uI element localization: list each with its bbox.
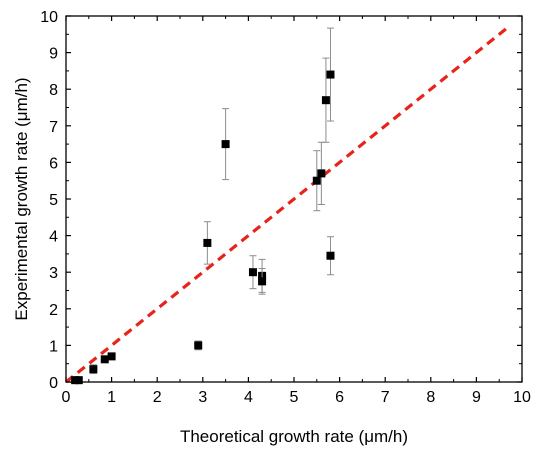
data-point — [326, 27, 335, 122]
reference-line — [64, 27, 508, 384]
y-tick-label: 2 — [49, 302, 58, 319]
y-tick-label: 6 — [49, 155, 58, 172]
data-point — [317, 141, 326, 205]
data-point — [203, 221, 212, 265]
y-tick-label: 9 — [49, 46, 58, 63]
x-tick-label: 1 — [107, 389, 116, 406]
y-axis-title: Experimental growth rate (μm/h) — [12, 77, 31, 320]
y-tick-label: 4 — [49, 229, 58, 246]
square-marker — [100, 355, 109, 364]
y-tick-label: 10 — [40, 9, 58, 26]
square-marker — [221, 140, 230, 149]
square-marker — [321, 96, 330, 105]
y-tick-label: 0 — [49, 375, 58, 392]
y-tick-label: 7 — [49, 119, 58, 136]
data-point — [258, 268, 267, 295]
square-marker — [312, 176, 321, 185]
data-point — [321, 57, 330, 143]
y-tick-label: 1 — [49, 338, 58, 355]
square-marker — [74, 376, 83, 385]
data-point — [74, 376, 83, 385]
x-tick-label: 5 — [290, 389, 299, 406]
data-point — [194, 340, 203, 351]
x-tick-label: 3 — [198, 389, 207, 406]
x-tick-label: 6 — [335, 389, 344, 406]
data-point — [312, 150, 321, 212]
square-marker — [248, 268, 257, 277]
x-tick-label: 2 — [153, 389, 162, 406]
square-marker — [326, 251, 335, 260]
square-marker — [107, 352, 116, 361]
x-tick-label: 0 — [62, 389, 71, 406]
square-marker — [203, 238, 212, 247]
x-axis-title: Theoretical growth rate (μm/h) — [180, 427, 408, 446]
x-tick-label: 4 — [244, 389, 253, 406]
data-points-layer — [71, 27, 335, 385]
data-point — [107, 352, 116, 361]
tick-labels-layer: 0 1 2 3 4 5 6 7 8 9 10 0 1 2 3 4 5 6 7 8 9 10 — [40, 9, 531, 406]
data-point — [248, 255, 257, 290]
x-tick-label: 7 — [381, 389, 390, 406]
square-marker — [258, 277, 267, 286]
x-tick-label: 9 — [472, 389, 481, 406]
square-marker — [326, 70, 335, 79]
square-marker — [89, 365, 98, 374]
y-tick-label: 5 — [49, 192, 58, 209]
x-tick-label: 10 — [513, 389, 531, 406]
x-tick-label: 8 — [426, 389, 435, 406]
square-marker — [317, 169, 326, 178]
data-point — [326, 236, 335, 276]
data-point — [100, 355, 109, 364]
data-point — [221, 108, 230, 181]
plot-frame — [65, 15, 523, 383]
data-point — [89, 364, 98, 375]
y-tick-label: 3 — [49, 265, 58, 282]
y-tick-label: 8 — [49, 82, 58, 99]
square-marker — [194, 341, 203, 350]
